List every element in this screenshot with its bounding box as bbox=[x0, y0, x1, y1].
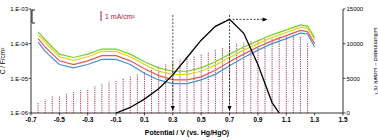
x-tick-label: -0.5 bbox=[54, 116, 66, 123]
x-tick-label: 0.9 bbox=[253, 116, 262, 123]
photocurrent-spike bbox=[101, 84, 102, 113]
scale-bar bbox=[101, 11, 102, 21]
y-axis bbox=[31, 9, 32, 113]
photocurrent-spike bbox=[187, 57, 188, 113]
x-tick-label: 1.5 bbox=[338, 116, 347, 123]
x-label: Potential / V (vs. Hg/HgO) bbox=[145, 129, 229, 137]
photocurrent-spike bbox=[279, 37, 280, 113]
capacitance-curve bbox=[38, 30, 315, 79]
photocurrent-spike bbox=[38, 103, 39, 113]
photocurrent-spike bbox=[73, 92, 74, 113]
y2-tick bbox=[343, 113, 346, 114]
photocurrent-spike bbox=[165, 64, 166, 113]
y2-tick-label: 15000 bbox=[347, 6, 364, 12]
arrowhead bbox=[228, 106, 232, 111]
photocurrent-spike bbox=[52, 96, 53, 113]
x-tick-label: 0.7 bbox=[225, 116, 234, 123]
photocurrent-spike bbox=[66, 94, 67, 113]
capacitance-curve bbox=[38, 27, 315, 74]
photocurrent-spike bbox=[307, 44, 308, 113]
bracket bbox=[32, 10, 35, 23]
x-tick-label: 0.3 bbox=[168, 116, 177, 123]
chart: -0.7 -0.5 -0.3 -0.1 0.1 0.3 0.5 0.7 0.9 1.1 1.3 1.5… bbox=[0, 0, 378, 140]
y2-tick bbox=[343, 9, 346, 10]
y-tick-label: 1.E-04 bbox=[10, 41, 28, 47]
photocurrent-spike bbox=[300, 37, 301, 113]
photocurrent-spike bbox=[208, 51, 209, 113]
photocurrent-spike bbox=[293, 35, 294, 113]
photocurrent-spike bbox=[201, 54, 202, 113]
capacitance-curve bbox=[38, 25, 315, 71]
axis-arrow bbox=[233, 19, 263, 20]
photocurrent-spike bbox=[80, 90, 81, 113]
y-tick bbox=[29, 78, 32, 79]
capacitance-curve bbox=[38, 33, 315, 83]
photocurrent-spike bbox=[151, 69, 152, 113]
y-tick-label: 1.E-06 bbox=[10, 110, 28, 116]
y2-tick-label: 0 bbox=[347, 110, 351, 116]
reference-line bbox=[172, 15, 173, 107]
y2-tick-label: 10000 bbox=[347, 41, 364, 47]
arrowhead bbox=[263, 17, 268, 21]
photocurrent-spike bbox=[250, 41, 251, 113]
y-tick bbox=[29, 9, 32, 10]
x-tick-label: -0.1 bbox=[110, 116, 122, 123]
y-tick bbox=[29, 43, 32, 44]
photocurrent-spike bbox=[109, 82, 110, 113]
y2-tick bbox=[343, 78, 346, 79]
photocurrent-spike bbox=[286, 36, 287, 113]
photocurrent-spike bbox=[137, 73, 138, 113]
x-tick-label: 1.3 bbox=[310, 116, 319, 123]
plot-area bbox=[38, 19, 315, 113]
y-tick-label: 1.E-03 bbox=[10, 6, 28, 12]
photocurrent-spike bbox=[243, 42, 244, 113]
arrowhead bbox=[171, 106, 175, 111]
y2-tick bbox=[343, 43, 346, 44]
y2-label: ωilluminated − ωdark /s⁻¹ bbox=[373, 28, 378, 95]
photocurrent-spike bbox=[94, 86, 95, 113]
x-tick-label: 0.1 bbox=[140, 116, 149, 123]
scale-bar-label: 1 mA/cm² bbox=[105, 13, 136, 20]
photocurrent-spike bbox=[222, 47, 223, 113]
rate-curve bbox=[116, 19, 279, 113]
y2-axis bbox=[343, 9, 344, 113]
y-label: C / F/cm² bbox=[0, 47, 6, 75]
photocurrent-spike bbox=[123, 78, 124, 113]
x-tick-label: -0.3 bbox=[82, 116, 94, 123]
x-tick-label: -0.7 bbox=[25, 116, 37, 123]
photocurrent-spike bbox=[194, 56, 195, 113]
photocurrent-spike bbox=[45, 99, 46, 113]
photocurrent-spike bbox=[87, 89, 88, 113]
photocurrent-spike bbox=[59, 96, 60, 113]
x-tick-label: 1.1 bbox=[282, 116, 291, 123]
photocurrent-spike bbox=[116, 80, 117, 113]
y2-tick-label: 5000 bbox=[347, 76, 361, 82]
reference-line bbox=[229, 15, 230, 107]
y-tick bbox=[29, 113, 32, 114]
photocurrent-spike bbox=[265, 39, 266, 113]
y-tick-label: 1.E-05 bbox=[10, 76, 28, 82]
photocurrent-spike bbox=[215, 49, 216, 113]
x-tick-label: 0.5 bbox=[197, 116, 206, 123]
photocurrent-spike bbox=[144, 71, 145, 113]
